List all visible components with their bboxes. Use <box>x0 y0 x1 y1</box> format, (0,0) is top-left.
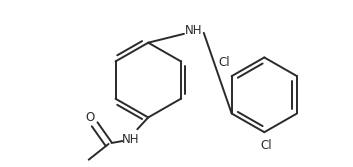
Text: NH: NH <box>185 24 203 37</box>
Text: Cl: Cl <box>261 139 272 152</box>
Text: NH: NH <box>122 133 139 146</box>
Text: Cl: Cl <box>218 56 229 69</box>
Text: O: O <box>85 111 94 124</box>
